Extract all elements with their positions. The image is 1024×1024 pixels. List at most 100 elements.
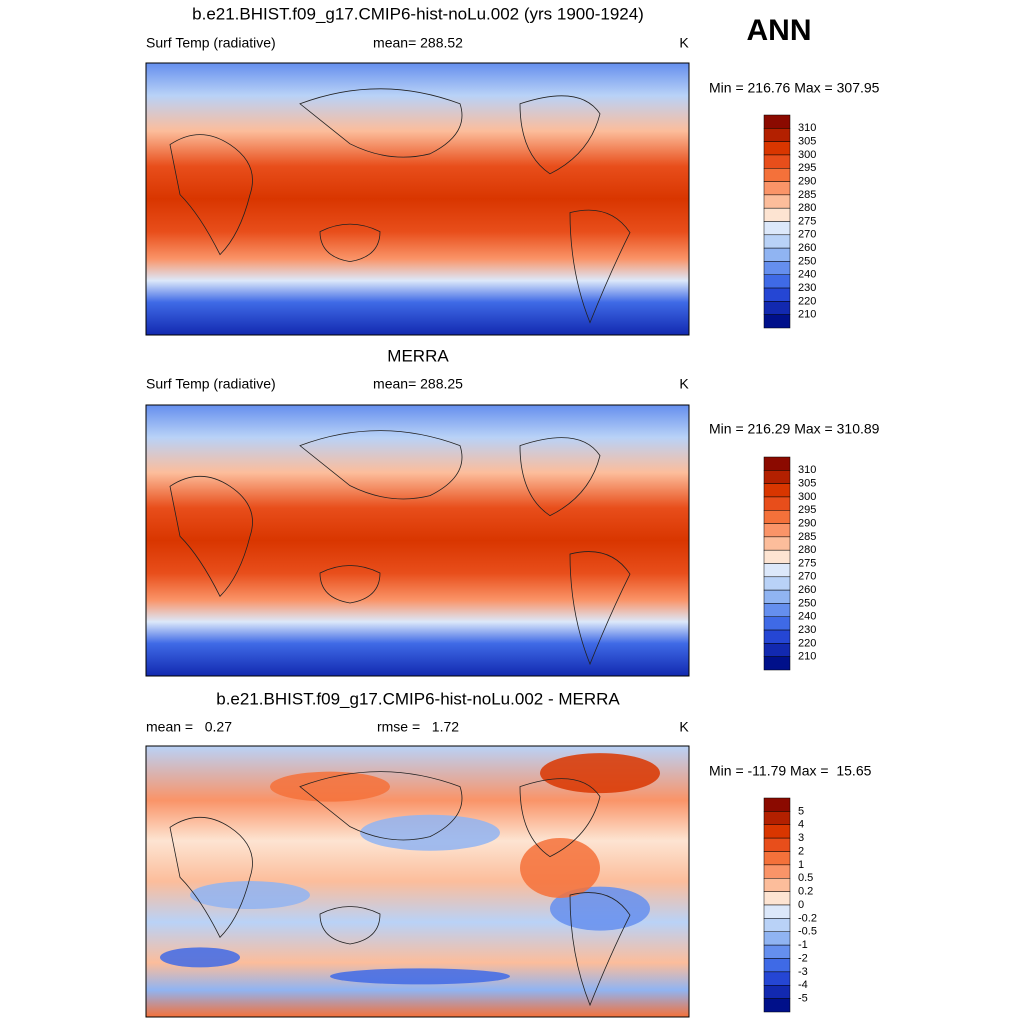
colorbar-box <box>763 207 791 222</box>
colorbar-box <box>763 918 791 932</box>
colorbar-label: 275 <box>798 215 816 227</box>
colorbar-label: -3 <box>798 966 808 978</box>
min-max: Min = 216.29 Max = 310.89 <box>709 421 880 437</box>
colorbar-label: 1 <box>798 859 804 871</box>
units: K <box>679 719 689 735</box>
colorbar-box <box>763 549 791 564</box>
colorbar-label: 310 <box>798 122 816 134</box>
colorbar-label: 290 <box>798 517 816 529</box>
colorbar-box <box>763 797 791 812</box>
colorbar-box <box>763 891 791 906</box>
colorbar-label: 260 <box>798 584 816 596</box>
center-string: mean= 288.25 <box>373 376 463 392</box>
colorbar-label: 0.5 <box>798 872 813 884</box>
left-string: mean = 0.27 <box>146 719 232 735</box>
colorbar-label: 250 <box>798 597 816 609</box>
colorbar-box <box>763 287 791 302</box>
colorbar-box <box>763 154 791 169</box>
colorbar-box <box>763 616 791 631</box>
panel-title: b.e21.BHIST.f09_g17.CMIP6-hist-noLu.002 … <box>216 689 620 708</box>
colorbar-label: 2 <box>798 845 804 857</box>
map-field <box>146 63 689 335</box>
colorbar-box <box>763 958 791 973</box>
colorbar-box <box>763 998 791 1013</box>
colorbar-box <box>763 168 791 182</box>
colorbar-box <box>763 603 791 617</box>
colorbar-label: 305 <box>798 136 816 148</box>
colorbar-label: 3 <box>798 832 804 844</box>
panel-title: MERRA <box>387 346 449 365</box>
colorbar-label: 250 <box>798 255 816 267</box>
map-field <box>146 405 689 676</box>
colorbar-box <box>763 221 791 236</box>
colorbar-label: 275 <box>798 557 816 569</box>
colorbar-label: 270 <box>798 229 816 241</box>
colorbar-label: 295 <box>798 162 816 174</box>
colorbar-label: 280 <box>798 202 816 214</box>
colorbar-box <box>763 931 791 946</box>
anomaly-blob <box>550 886 650 931</box>
colorbar-box <box>763 563 791 578</box>
colorbar-box <box>763 536 791 551</box>
colorbar-label: 295 <box>798 504 816 516</box>
colorbar-label: 240 <box>798 269 816 281</box>
colorbar-label: 300 <box>798 149 816 161</box>
colorbar-box <box>763 864 791 879</box>
colorbar-label: -2 <box>798 952 808 964</box>
colorbar-box <box>763 470 791 484</box>
colorbar-label: 270 <box>798 571 816 583</box>
colorbar-box <box>763 851 791 866</box>
colorbar-label: 220 <box>798 637 816 649</box>
colorbar-box <box>763 643 791 657</box>
colorbar-box <box>763 589 791 604</box>
colorbar-label: 305 <box>798 478 816 490</box>
colorbar-label: 290 <box>798 175 816 187</box>
colorbar-box <box>763 234 791 249</box>
coastline <box>169 88 631 324</box>
anomaly-blob <box>190 881 310 910</box>
colorbar-box <box>763 456 791 471</box>
colorbar-box <box>763 181 791 196</box>
panel-title: b.e21.BHIST.f09_g17.CMIP6-hist-noLu.002 … <box>192 4 644 23</box>
min-max: Min = 216.76 Max = 307.95 <box>709 80 880 96</box>
coastline <box>169 771 631 1007</box>
map-frame <box>145 745 690 1018</box>
colorbar-label: -0.5 <box>798 926 817 938</box>
colorbar-box <box>763 141 791 156</box>
colorbar-label: 285 <box>798 531 816 543</box>
colorbar-label: 285 <box>798 189 816 201</box>
colorbar-box <box>763 656 791 671</box>
map-frame <box>145 404 690 677</box>
colorbar-label: -4 <box>798 979 808 991</box>
colorbar-box <box>763 837 791 852</box>
colorbar-box <box>763 274 791 289</box>
colorbar-label: 280 <box>798 544 816 556</box>
colorbar-label: 230 <box>798 624 816 636</box>
colorbar-label: 5 <box>798 805 804 817</box>
center-string: mean= 288.52 <box>373 35 463 51</box>
colorbar-label: 210 <box>798 651 816 663</box>
colorbar-label: 310 <box>798 464 816 476</box>
colorbar-box <box>763 576 791 591</box>
anomaly-blob <box>270 771 390 802</box>
colorbar-label: 0 <box>798 899 804 911</box>
units: K <box>679 35 689 51</box>
colorbar-box <box>763 314 791 329</box>
colorbar-box <box>763 114 791 129</box>
colorbar-label: -1 <box>798 939 808 951</box>
colorbar-box <box>763 483 791 498</box>
min-max: Min = -11.79 Max = 15.65 <box>709 763 872 779</box>
colorbar-box <box>763 824 791 839</box>
colorbar-box <box>763 496 791 511</box>
colorbar-label: 260 <box>798 242 816 254</box>
colorbar-label: -0.2 <box>798 912 817 924</box>
season-label: ANN <box>747 14 812 47</box>
colorbar-label: 220 <box>798 295 816 307</box>
colorbar-label: 0.2 <box>798 886 813 898</box>
colorbar-box <box>763 523 791 538</box>
center-string: rmse = 1.72 <box>377 719 459 735</box>
anomaly-blob <box>330 968 510 985</box>
colorbar-box <box>763 510 791 524</box>
coastline <box>169 430 631 666</box>
